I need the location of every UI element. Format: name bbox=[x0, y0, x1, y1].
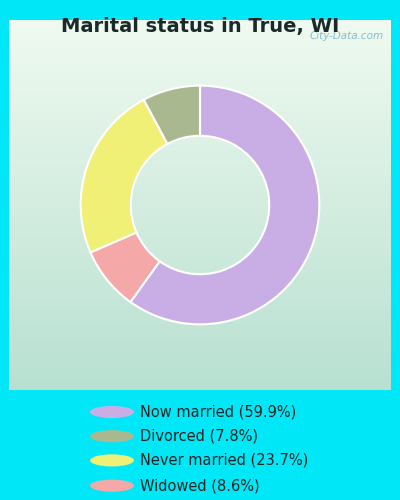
Circle shape bbox=[90, 454, 134, 466]
Circle shape bbox=[90, 430, 134, 442]
Wedge shape bbox=[90, 232, 160, 302]
Circle shape bbox=[90, 406, 134, 418]
Text: Marital status in True, WI: Marital status in True, WI bbox=[61, 17, 339, 36]
Wedge shape bbox=[144, 86, 200, 144]
Text: City-Data.com: City-Data.com bbox=[309, 31, 383, 41]
Text: Divorced (7.8%): Divorced (7.8%) bbox=[140, 428, 258, 444]
Text: Never married (23.7%): Never married (23.7%) bbox=[140, 453, 308, 468]
Text: Widowed (8.6%): Widowed (8.6%) bbox=[140, 478, 260, 493]
Circle shape bbox=[90, 480, 134, 492]
Text: Now married (59.9%): Now married (59.9%) bbox=[140, 404, 296, 419]
Wedge shape bbox=[130, 86, 319, 324]
Wedge shape bbox=[81, 100, 168, 252]
